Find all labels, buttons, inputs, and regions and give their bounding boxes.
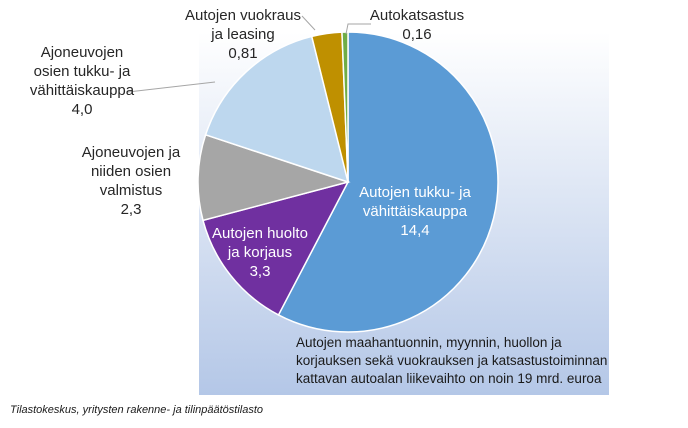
slice-value: 4,0 [72, 101, 93, 118]
chart-note: Autojen maahantuonnin, myynnin, huollon … [296, 335, 607, 386]
chart-note-line: korjauksen sekä vuokrauksen ja katsastus… [296, 353, 607, 368]
slice-label-line: Autokatsastus [370, 7, 464, 24]
slice-label-line: valmistus [100, 182, 163, 199]
slice-value: 14,4 [400, 222, 429, 239]
chart-note-line: Autojen maahantuonnin, myynnin, huollon … [296, 335, 562, 350]
pie-slice-ajoneuvojen-osien-tukku-ja-v-hitt-iskauppa [204, 35, 350, 184]
slice-value: 3,3 [250, 263, 271, 280]
pie-slice-autojen-tukku-ja-v-hitt-iskauppa [277, 31, 499, 333]
slice-label-line: Autojen huolto [212, 225, 308, 242]
slice-label-line: Ajoneuvojen [41, 44, 124, 61]
slice-label-autojen-vuokraus-ja-leasing: Autojen vuokraus ja leasing 0,81 [185, 7, 301, 62]
slice-label-line: vähittäiskauppa [30, 82, 135, 99]
slice-label-ajoneuvojen-ja-niiden-osien-valmistus: Ajoneuvojen ja niiden osien valmistus 2,3 [82, 144, 181, 218]
leader-line-ajoneuvojen-osien-tukku-ja-v-hitt-iskauppa [127, 81, 216, 93]
pie-slice-autojen-huolto-ja-korjaus [202, 180, 350, 316]
slice-label-line: osien tukku- ja [34, 63, 131, 80]
slice-label-autojen-tukku-ja-v-hitt-iskauppa: Autojen tukku- ja vähittäiskauppa 14,4 [359, 184, 471, 239]
slice-label-line: Autojen vuokraus [185, 7, 301, 24]
leader-line-autojen-vuokraus-ja-leasing [301, 15, 316, 31]
leader-line-autokatsastus [345, 23, 371, 35]
slice-label-ajoneuvojen-osien-tukku-ja-v-hitt-iskauppa: Ajoneuvojen osien tukku- ja vähittäiskaupp… [30, 44, 135, 118]
slice-value: 0,81 [228, 45, 257, 62]
slice-value: 2,3 [121, 201, 142, 218]
source-caption: Tilastokeskus, yritysten rakenne- ja til… [10, 404, 264, 416]
slice-label-line: niiden osien [91, 163, 171, 180]
slice-label-line: vähittäiskauppa [363, 203, 468, 220]
pie-slice-ajoneuvojen-ja-niiden-osien-valmistus [197, 133, 351, 222]
slice-label-line: Ajoneuvojen ja [82, 144, 181, 161]
slice-label-autojen-huolto-ja-korjaus: Autojen huolto ja korjaus 3,3 [212, 225, 308, 280]
slice-label-autokatsastus: Autokatsastus 0,16 [370, 7, 464, 43]
slice-label-line: ja korjaus [227, 244, 292, 261]
slice-label-line: Autojen tukku- ja [359, 184, 471, 201]
chart-note-line: kattavan autoalan liikevaihto on noin 19… [296, 371, 602, 386]
slice-value: 0,16 [402, 26, 431, 43]
pie-slice-autokatsastus [341, 31, 349, 183]
slice-label-line: ja leasing [210, 26, 274, 43]
